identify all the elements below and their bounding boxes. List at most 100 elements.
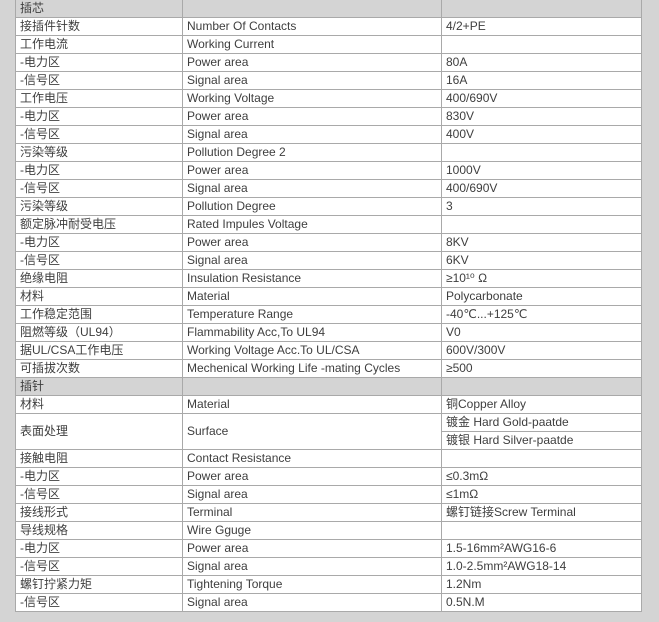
row-value: 600V/300V <box>441 341 642 360</box>
row-label-en: Power area <box>182 539 442 558</box>
table-row: -信号区 Signal area 400/690V <box>15 179 642 198</box>
table-row: 据UL/CSA工作电压 Working Voltage Acc.To UL/CSA… <box>15 341 642 360</box>
row-label-en: Working Voltage <box>182 89 442 108</box>
table-row: -信号区 Signal area 1.0-2.5mm²AWG18-14 <box>15 557 642 576</box>
spec-table-body: 插芯 接插件针数 Number Of Contacts 4/2+PE 工作电流 Worki… <box>15 0 642 612</box>
row-label-zh: 工作电流 <box>15 35 183 54</box>
row-value: 400/690V <box>441 179 642 198</box>
row-label-zh: 表面处理 <box>15 413 183 450</box>
table-row: 接触电阻 Contact Resistance <box>15 449 642 468</box>
table-row: -信号区 Signal area 6KV <box>15 251 642 270</box>
table-row: -电力区 Power area 830V <box>15 107 642 126</box>
row-value <box>441 35 642 54</box>
row-label-en: Insulation Resistance <box>182 269 442 288</box>
row-label-zh: -电力区 <box>15 539 183 558</box>
table-row: -电力区 Power area ≤0.3mΩ <box>15 467 642 486</box>
row-label-zh: 材料 <box>15 287 183 306</box>
row-label-en: Power area <box>182 233 442 252</box>
table-row: 工作电流 Working Current <box>15 35 642 54</box>
row-label-zh: 额定脉冲耐受电压 <box>15 215 183 234</box>
row-label-zh: -电力区 <box>15 53 183 72</box>
row-value: 8KV <box>441 233 642 252</box>
row-label-en: Surface <box>182 413 442 450</box>
row-label-zh: 据UL/CSA工作电压 <box>15 341 183 360</box>
row-label-zh: 阻燃等级（UL94） <box>15 323 183 342</box>
row-value: 400/690V <box>441 89 642 108</box>
section-cell-empty <box>182 0 442 18</box>
table-row: 材料 Material Polycarbonate <box>15 287 642 306</box>
table-row: 污染等级 Pollution Degree 2 <box>15 143 642 162</box>
row-value: 1.2Nm <box>441 575 642 594</box>
row-label-zh: -信号区 <box>15 71 183 90</box>
row-label-en: Signal area <box>182 593 442 612</box>
table-row: 导线规格 Wire Gguge <box>15 521 642 540</box>
row-label-en: Signal area <box>182 125 442 144</box>
row-value: 3 <box>441 197 642 216</box>
row-label-zh: -信号区 <box>15 557 183 576</box>
row-label-en: Pollution Degree <box>182 197 442 216</box>
row-label-zh: 接线形式 <box>15 503 183 522</box>
row-label-zh: -信号区 <box>15 593 183 612</box>
section-cell-empty <box>182 377 442 396</box>
row-value: ≥500 <box>441 359 642 378</box>
row-label-zh: -信号区 <box>15 125 183 144</box>
row-label-en: Flammability Acc,To UL94 <box>182 323 442 342</box>
row-label-zh: 污染等级 <box>15 143 183 162</box>
table-row: -电力区 Power area 1000V <box>15 161 642 180</box>
table-row: -电力区 Power area 80A <box>15 53 642 72</box>
row-label-zh: -电力区 <box>15 107 183 126</box>
row-label-zh: -信号区 <box>15 485 183 504</box>
row-value: 螺钉链接Screw Terminal <box>441 503 642 522</box>
row-value: 80A <box>441 53 642 72</box>
row-value: 400V <box>441 125 642 144</box>
row-label-en: Rated Impules Voltage <box>182 215 442 234</box>
row-value: 6KV <box>441 251 642 270</box>
table-row: 接插件针数 Number Of Contacts 4/2+PE <box>15 17 642 36</box>
row-label-zh: 螺钉拧紧力矩 <box>15 575 183 594</box>
row-label-en: Mechenical Working Life -mating Cycles <box>182 359 442 378</box>
row-label-zh: 接触电阻 <box>15 449 183 468</box>
section-cell-empty <box>441 377 642 396</box>
table-row: 接线形式 Terminal 螺钉链接Screw Terminal <box>15 503 642 522</box>
table-row: -信号区 Signal area ≤1mΩ <box>15 485 642 504</box>
row-value: 4/2+PE <box>441 17 642 36</box>
row-value: 1.5-16mm²AWG16-6 <box>441 539 642 558</box>
table-row: 污染等级 Pollution Degree 3 <box>15 197 642 216</box>
table-row: 绝缘电阻 Insulation Resistance ≥10¹⁰ Ω <box>15 269 642 288</box>
row-value <box>441 215 642 234</box>
row-value: V0 <box>441 323 642 342</box>
row-value: ≥10¹⁰ Ω <box>441 269 642 288</box>
row-label-en: Number Of Contacts <box>182 17 442 36</box>
row-value: 1.0-2.5mm²AWG18-14 <box>441 557 642 576</box>
row-value: ≤0.3mΩ <box>441 467 642 486</box>
table-row: 表面处理 Surface 镀金 Hard Gold-paatde <box>15 413 642 450</box>
row-label-zh: 污染等级 <box>15 197 183 216</box>
row-value: -40℃...+125℃ <box>441 305 642 324</box>
row-label-en: Signal area <box>182 179 442 198</box>
table-row: 工作稳定范围 Temperature Range -40℃...+125℃ <box>15 305 642 324</box>
row-value: 0.5N.M <box>441 593 642 612</box>
table-row: 阻燃等级（UL94） Flammability Acc,To UL94 V0 <box>15 323 642 342</box>
row-label-en: Terminal <box>182 503 442 522</box>
spec-table: 插芯 接插件针数 Number Of Contacts 4/2+PE 工作电流 Worki… <box>15 0 642 612</box>
row-value <box>441 521 642 540</box>
row-value: 1000V <box>441 161 642 180</box>
row-value: Polycarbonate <box>441 287 642 306</box>
row-label-en: Contact Resistance <box>182 449 442 468</box>
row-label-en: Working Current <box>182 35 442 54</box>
row-value: 830V <box>441 107 642 126</box>
row-label-en: Power area <box>182 161 442 180</box>
row-value: 镀金 Hard Gold-paatde <box>441 413 642 432</box>
table-row: -电力区 Power area 8KV <box>15 233 642 252</box>
row-value <box>441 449 642 468</box>
table-row: -信号区 Signal area 400V <box>15 125 642 144</box>
row-label-en: Power area <box>182 467 442 486</box>
row-label-zh: 工作稳定范围 <box>15 305 183 324</box>
table-row: 螺钉拧紧力矩 Tightening Torque 1.2Nm <box>15 575 642 594</box>
table-row: 材料 Material 铜Copper Alloy <box>15 395 642 414</box>
table-row: 镀银 Hard Silver-paatde <box>16 431 642 450</box>
row-label-en: Wire Gguge <box>182 521 442 540</box>
row-label-en: Signal area <box>182 557 442 576</box>
row-label-zh: 接插件针数 <box>15 17 183 36</box>
